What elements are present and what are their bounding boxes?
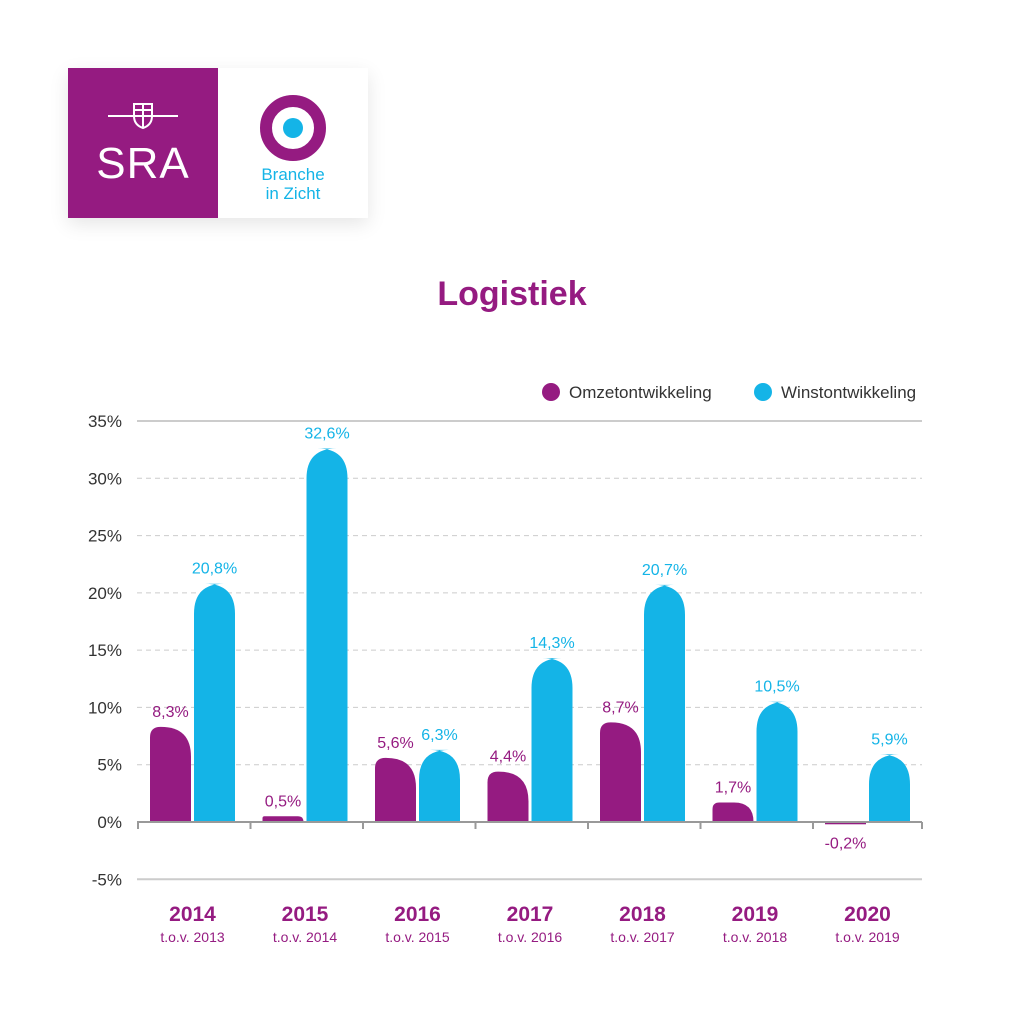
bar-omzetontwikkeling [825, 822, 866, 825]
branche-text: Branche [261, 165, 325, 184]
x-tick-sublabel: t.o.v. 2013 [160, 929, 225, 945]
sra-logo-text: SRA [96, 139, 190, 188]
data-label: 8,7% [602, 699, 638, 716]
data-label: 14,3% [529, 635, 574, 652]
data-label: 4,4% [490, 749, 526, 766]
legend-label: Winstontwikkeling [781, 383, 916, 402]
bar-omzetontwikkeling [375, 757, 416, 822]
y-tick-label: 0% [97, 813, 122, 832]
data-label: 5,6% [377, 735, 413, 752]
data-label: 1,7% [715, 780, 751, 797]
data-label: 6,3% [421, 727, 457, 744]
legend-marker [542, 383, 560, 401]
bar-omzetontwikkeling [600, 722, 641, 822]
x-tick-label: 2017 [507, 903, 554, 926]
x-tick-label: 2018 [619, 903, 666, 926]
x-tick-sublabel: t.o.v. 2018 [723, 929, 788, 945]
logo: SRA Branche in Zicht [68, 68, 368, 218]
y-tick-label: 35% [88, 412, 122, 431]
data-label: 10,5% [754, 679, 799, 696]
x-tick-label: 2015 [282, 903, 329, 926]
legend-marker [754, 383, 772, 401]
x-tick-label: 2014 [169, 903, 216, 926]
x-tick-label: 2019 [732, 903, 779, 926]
bar-winstontwikkeling [194, 583, 235, 822]
x-tick-sublabel: t.o.v. 2014 [273, 929, 338, 945]
y-tick-label: 25% [88, 527, 122, 546]
x-tick-sublabel: t.o.v. 2019 [835, 929, 900, 945]
y-tick-label: 20% [88, 584, 122, 603]
data-label: 5,9% [871, 731, 907, 748]
x-tick-label: 2016 [394, 903, 441, 926]
bar-winstontwikkeling [644, 584, 685, 822]
y-tick-label: 15% [88, 641, 122, 660]
bar-winstontwikkeling [756, 701, 798, 822]
target-icon [260, 95, 326, 161]
x-tick-label: 2020 [844, 903, 891, 926]
branche-in-zicht-text: Branche in Zicht [218, 165, 368, 203]
y-tick-label: -5% [92, 870, 122, 889]
data-label: 20,8% [192, 561, 237, 578]
shield-emblem-icon [108, 103, 178, 130]
sra-logo-panel: SRA [68, 68, 218, 218]
y-tick-label: 10% [88, 698, 122, 717]
chart-title: Logistiek [437, 275, 587, 313]
bar-winstontwikkeling [869, 754, 910, 822]
y-tick-label: 5% [97, 756, 122, 775]
bar-winstontwikkeling [306, 448, 348, 822]
in-zicht-text: in Zicht [265, 184, 321, 203]
bar-winstontwikkeling [419, 749, 460, 822]
x-tick-sublabel: t.o.v. 2016 [498, 929, 563, 945]
bar-omzetontwikkeling [712, 802, 754, 822]
bar-omzetontwikkeling [150, 726, 191, 822]
data-label: 8,3% [152, 704, 188, 721]
bar-omzetontwikkeling [487, 771, 529, 822]
bar-winstontwikkeling [531, 658, 573, 822]
data-label: 0,5% [265, 793, 301, 810]
legend-label: Omzetontwikkeling [569, 383, 712, 402]
data-label: -0,2% [825, 835, 867, 852]
y-tick-label: 30% [88, 469, 122, 488]
x-tick-sublabel: t.o.v. 2017 [610, 929, 675, 945]
bar-omzetontwikkeling [262, 816, 304, 822]
data-label: 32,6% [304, 425, 349, 442]
x-tick-sublabel: t.o.v. 2015 [385, 929, 450, 945]
data-label: 20,7% [642, 562, 687, 579]
branche-in-zicht-logo: Branche in Zicht [218, 68, 368, 218]
